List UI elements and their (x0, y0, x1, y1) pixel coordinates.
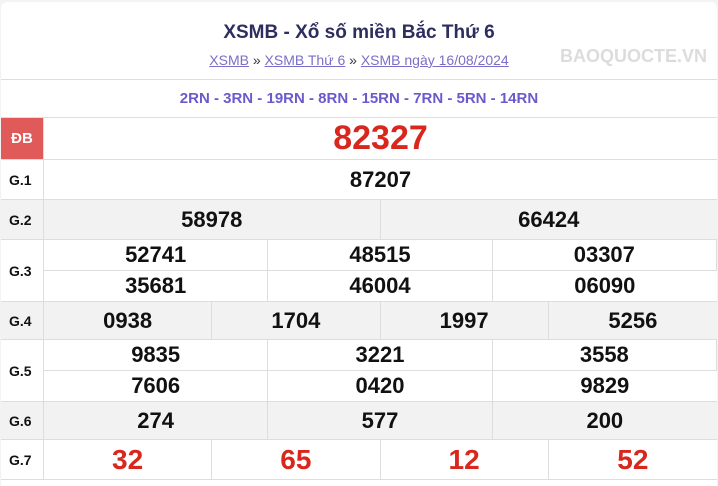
prize-row: G.3 52741 48515 03307 35681 46004 06090 (1, 240, 717, 302)
prize-number: 46004 (268, 270, 493, 301)
prize-number: 1997 (381, 302, 549, 339)
prize-label: ĐB (1, 118, 44, 159)
prize-number: 5256 (608, 307, 658, 333)
prize-row: G.6 274 577 200 (1, 402, 717, 440)
prize-number: 12 (381, 440, 549, 479)
prize-number: 52 (617, 443, 649, 475)
page-title: XSMB - Xổ số miền Bắc Thứ 6 (223, 22, 495, 43)
prize-number: 274 (44, 402, 269, 439)
prize-number: 7606 (44, 370, 269, 401)
prize-number: 3221 (268, 340, 493, 371)
prize-row: ĐB 82327 (1, 118, 717, 160)
prize-label: G.7 (1, 440, 44, 479)
prize-label: G.1 (1, 160, 44, 199)
prize-number: 03307 (492, 240, 717, 271)
prize-label: G.5 (1, 340, 44, 401)
prize-number: 87207 (349, 166, 412, 192)
prize-number: 52741 (44, 240, 269, 271)
prize-row: G.2 58978 66424 (1, 200, 717, 240)
prize-number: 0938 (44, 302, 213, 339)
prize-row: G.1 87207 (1, 160, 717, 200)
prize-number: 65 (212, 440, 381, 479)
breadcrumb-separator: » (349, 52, 357, 68)
breadcrumb-xsmb[interactable]: XSMB (209, 52, 249, 68)
prize-number: 1704 (212, 302, 381, 339)
prize-number: 577 (268, 402, 493, 439)
prize-number: 32 (44, 440, 213, 479)
prize-number: 35681 (44, 270, 269, 301)
prize-row: G.4 0938 1704 1997 5256 (1, 302, 717, 340)
breadcrumb-xsmb-thu-6[interactable]: XSMB Thứ 6 (264, 52, 346, 68)
prize-number: 06090 (574, 272, 636, 298)
prize-label: G.4 (1, 302, 44, 339)
breadcrumb-xsmb-date[interactable]: XSMB ngày 16/08/2024 (360, 52, 509, 68)
prize-number: 3558 (492, 340, 717, 371)
prize-label: G.6 (1, 402, 44, 439)
breadcrumb-separator: » (252, 52, 261, 68)
prize-label: G.2 (1, 200, 44, 239)
prize-label: G.3 (1, 240, 44, 301)
prize-number: 9829 (580, 372, 630, 398)
draw-codes: 2RN - 3RN - 19RN - 8RN - 15RN - 7RN - 5R… (1, 80, 717, 118)
prize-number: 82327 (333, 119, 428, 157)
prize-number: 48515 (268, 240, 493, 271)
prize-number: 0420 (268, 370, 493, 401)
prize-row: G.5 9835 3221 3558 7606 0420 9829 (1, 340, 717, 402)
breadcrumb: XSMB » XSMB Thứ 6 » XSMB ngày 16/08/2024 (1, 52, 717, 68)
prize-row: G.7 32 65 12 52 (1, 440, 717, 480)
header: XSMB - Xổ số miền Bắc Thứ 6 XSMB » XSMB … (1, 2, 717, 80)
prize-number: 58978 (44, 200, 381, 239)
prize-number: 200 (586, 407, 624, 433)
prize-number: 9835 (44, 340, 269, 371)
prize-number: 66424 (518, 206, 580, 232)
